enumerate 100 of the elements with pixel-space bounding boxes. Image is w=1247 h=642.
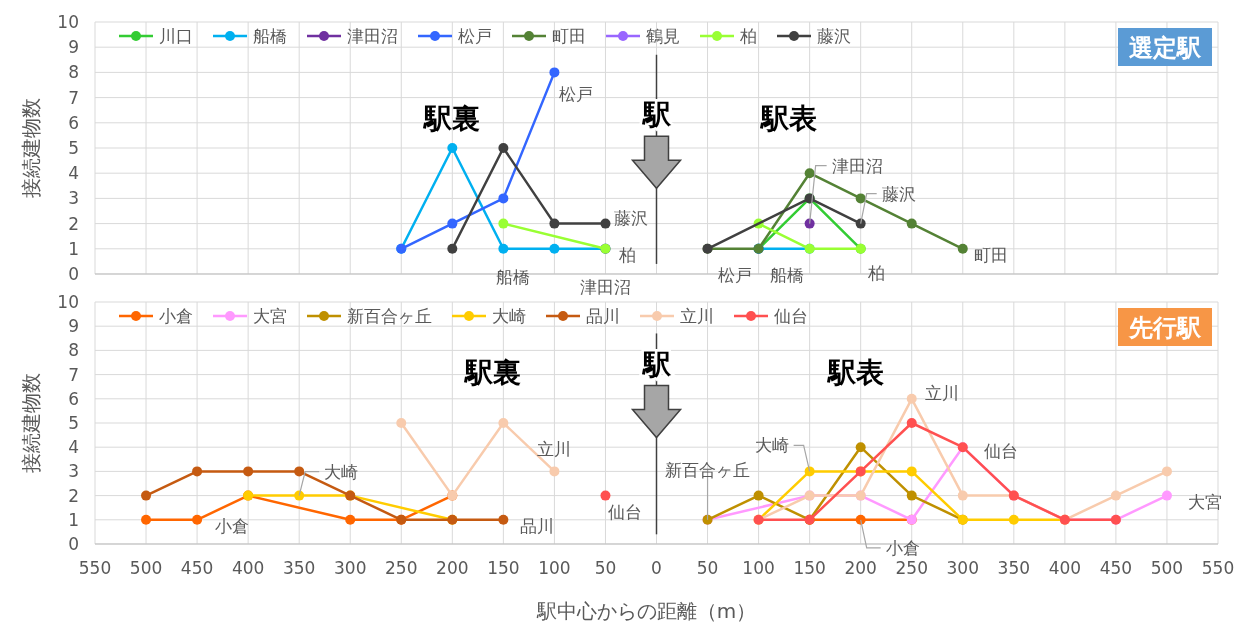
point [498, 418, 509, 428]
x-tick-label: 100 [538, 558, 571, 578]
y-tick-label: 3 [68, 461, 79, 482]
annotation: 立川 [924, 382, 959, 403]
annotation: 仙台 [983, 441, 1018, 462]
y-tick-label: 10 [57, 12, 79, 32]
y-tick-label: 10 [57, 292, 79, 312]
point [855, 442, 866, 453]
point [906, 490, 917, 501]
point [498, 514, 509, 525]
point [906, 218, 917, 229]
annotation: 大宮 [1187, 491, 1222, 512]
annotation: 大崎 [324, 461, 359, 482]
annotation: 津田沼 [832, 155, 884, 176]
x-tick-label: 50 [594, 558, 617, 578]
y-tick-label: 0 [68, 534, 79, 554]
annotation: 仙台 [608, 501, 643, 522]
point [855, 193, 866, 204]
y-tick-label: 6 [68, 388, 79, 409]
legend-label: 柏 [739, 26, 757, 46]
point [498, 143, 509, 153]
y-tick-label: 5 [68, 138, 79, 158]
y-tick-label: 7 [68, 87, 79, 108]
x-tick-label: 250 [385, 558, 418, 578]
point [549, 243, 560, 254]
x-tick-label: 100 [742, 558, 775, 578]
annotation: 駅裏 [463, 355, 522, 389]
annotation: 松戸 [559, 84, 594, 105]
y-tick-label: 4 [68, 437, 79, 458]
annotation: 柏 [867, 262, 886, 283]
legend-label: 津田沼 [347, 26, 398, 46]
annotation: 品川 [520, 515, 555, 536]
annotation: 先行駅 [1128, 314, 1202, 342]
y-tick-label: 9 [68, 316, 79, 337]
point [549, 218, 560, 229]
x-axis-title: 駅中心からの距離（m） [535, 599, 757, 623]
x-tick-label: 400 [231, 558, 265, 578]
y-tick-label: 4 [68, 163, 79, 184]
x-tick-label: 200 [436, 558, 469, 578]
point [1110, 490, 1121, 501]
y-axis-title: 接続建物数 [19, 373, 43, 473]
point [396, 418, 407, 428]
point [855, 514, 866, 525]
point [447, 243, 458, 254]
annotation: 船橋 [496, 266, 531, 287]
x-tick-label: 300 [946, 558, 979, 578]
y-tick-label: 7 [68, 364, 79, 385]
y-tick-label: 9 [68, 37, 79, 58]
point [192, 514, 203, 525]
legend-label: 大崎 [492, 306, 526, 326]
legend-label: 町田 [552, 26, 586, 46]
legend-label: 小倉 [159, 306, 193, 326]
annotation: 駅裏 [422, 101, 481, 135]
y-axis-title: 接続建物数 [19, 98, 43, 198]
x-tick-label: 500 [1150, 558, 1184, 578]
annotation: 小倉 [885, 537, 920, 558]
point [753, 490, 764, 501]
y-tick-label: 3 [68, 188, 79, 209]
legend-label: 藤沢 [817, 26, 851, 46]
x-tick-label: 0 [651, 558, 662, 578]
annotation: 新百合ヶ丘 [665, 459, 751, 480]
y-tick-label: 0 [68, 264, 79, 284]
y-tick-label: 8 [68, 62, 79, 83]
point [1161, 490, 1172, 501]
point [600, 490, 611, 501]
point [600, 218, 611, 229]
x-tick-label: 150 [793, 558, 826, 578]
point [243, 466, 254, 477]
annotation: 立川 [537, 439, 572, 460]
annotation: 藤沢 [614, 207, 649, 228]
y-tick-label: 8 [68, 340, 79, 361]
x-tick-label: 400 [1048, 558, 1082, 578]
legend-label: 立川 [680, 306, 714, 326]
y-tick-label: 6 [68, 112, 79, 133]
x-tick-label: 300 [334, 558, 367, 578]
legend-label: 大宮 [253, 306, 287, 326]
y-tick-label: 2 [68, 485, 79, 506]
annotation: 小倉 [215, 515, 250, 536]
point [906, 466, 917, 477]
legend-label: 仙台 [774, 306, 808, 326]
annotation: 駅表 [759, 101, 818, 135]
point [141, 490, 152, 501]
point [906, 393, 917, 404]
y-tick-label: 5 [68, 413, 79, 433]
x-tick-label: 500 [129, 558, 163, 578]
annotation: 松戸 [717, 264, 752, 285]
x-tick-label: 50 [696, 558, 719, 578]
point [345, 514, 356, 525]
annotation: 津田沼 [579, 276, 631, 297]
x-tick-label: 450 [1099, 558, 1133, 578]
point [957, 243, 968, 254]
point [498, 193, 509, 204]
point [447, 218, 458, 229]
annotation: 駅表 [825, 355, 884, 389]
annotation: 町田 [973, 244, 1008, 265]
point [549, 67, 560, 78]
annotation: 船橋 [769, 264, 804, 285]
point [141, 514, 152, 525]
annotation: 大崎 [754, 435, 789, 456]
point [294, 466, 305, 477]
